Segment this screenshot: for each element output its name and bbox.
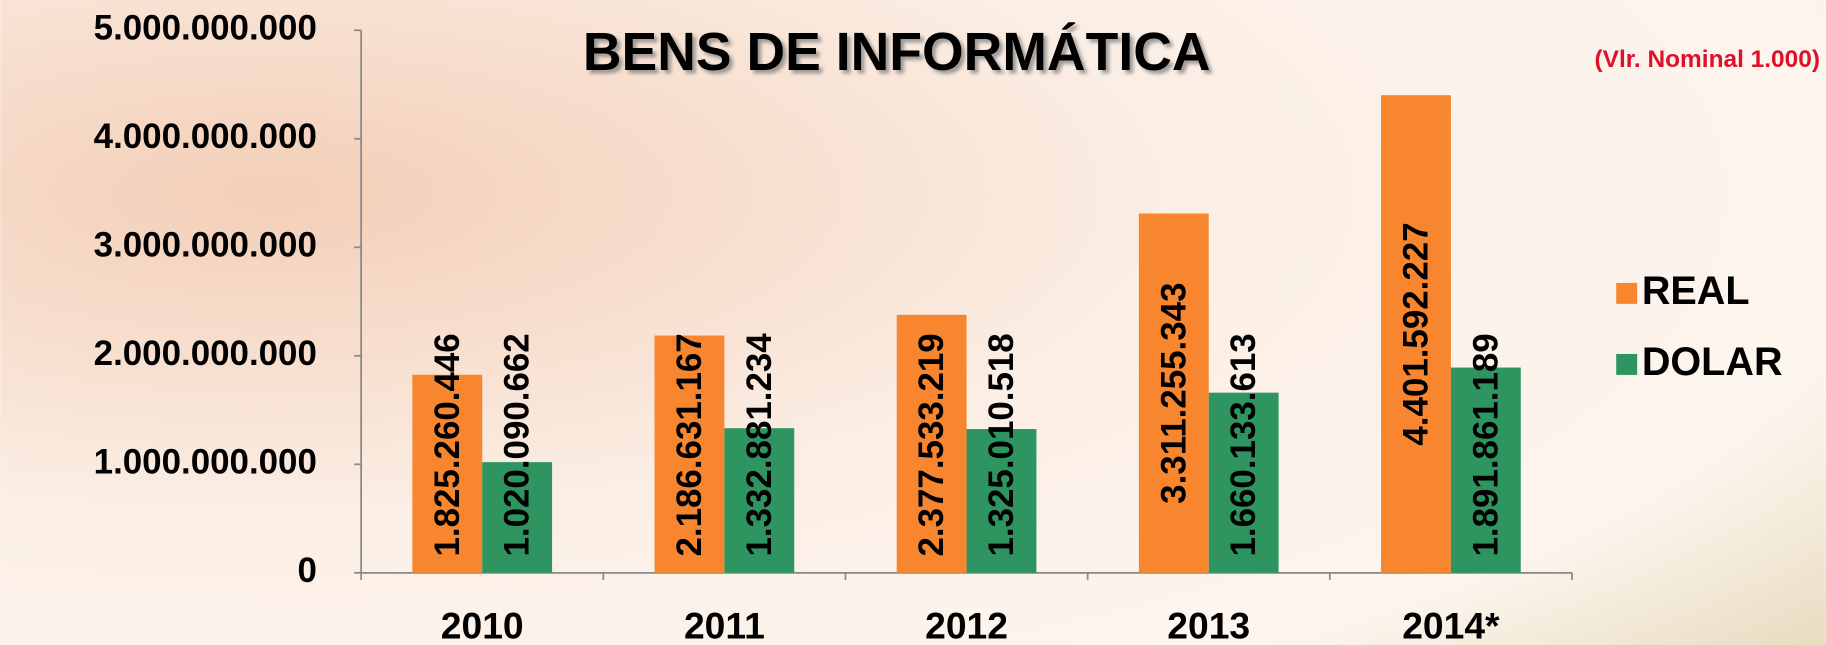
x-tick-label: 2011 (684, 605, 765, 645)
bar (724, 428, 795, 573)
data-label: 2.186.631.167 (670, 333, 709, 556)
legend-swatch (1616, 353, 1638, 375)
x-tick-label: 2010 (441, 605, 524, 645)
bar (412, 374, 483, 573)
y-tick-label: 1.000.000.000 (94, 443, 317, 482)
data-label: 1.020.090.662 (498, 333, 537, 556)
bar (654, 335, 725, 573)
bar (1138, 213, 1209, 573)
bar (482, 462, 553, 573)
legend-label: DOLAR (1642, 340, 1783, 384)
data-label: 1.325.010.518 (982, 333, 1021, 556)
bar (966, 429, 1037, 573)
data-label: 1.891.861.189 (1466, 333, 1505, 556)
data-label: 4.401.592.227 (1397, 222, 1436, 445)
legend-swatch (1616, 282, 1638, 304)
bar (896, 314, 967, 573)
data-label: 3.311.255.343 (1154, 283, 1193, 504)
bar (1208, 392, 1279, 573)
data-label: 1.332.881.234 (740, 333, 779, 557)
bar (1381, 95, 1451, 573)
y-tick-label: 4.000.000.000 (94, 117, 317, 156)
chart-subtitle: (Vlr. Nominal 1.000) (1595, 46, 1820, 73)
y-tick-label: 5.000.000.000 (94, 8, 317, 47)
x-tick-label: 2014* (1402, 605, 1500, 645)
x-tick-label: 2012 (925, 605, 1008, 645)
y-tick-label: 3.000.000.000 (94, 226, 317, 265)
data-label: 1.660.133.613 (1224, 333, 1263, 556)
y-tick-label: 2.000.000.000 (94, 334, 317, 373)
y-tick-label: 0 (297, 551, 316, 590)
data-label: 1.825.260.446 (428, 333, 467, 556)
data-label: 2.377.533.219 (912, 333, 951, 556)
chart-title: BENS DE INFORMÁTICA (583, 22, 1211, 82)
legend-label: REAL (1642, 269, 1750, 313)
x-tick-label: 2013 (1167, 605, 1250, 645)
bar (1450, 367, 1521, 573)
